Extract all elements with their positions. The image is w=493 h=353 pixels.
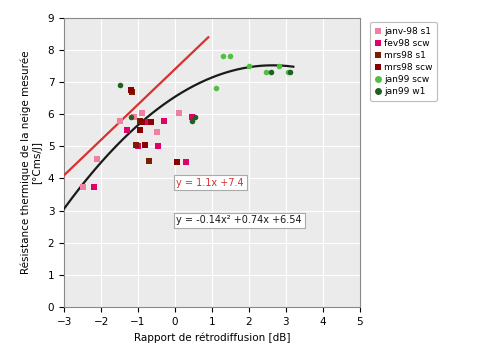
Point [147, 119, 155, 125]
Point [245, 63, 253, 69]
Point [275, 63, 282, 69]
Point [226, 53, 234, 59]
Point [188, 118, 196, 124]
Point [175, 110, 182, 115]
X-axis label: Rapport de rétrodiffusion [dB]: Rapport de rétrodiffusion [dB] [134, 333, 290, 343]
Point [286, 70, 294, 75]
Point [138, 119, 146, 125]
Point [191, 114, 199, 120]
Point [160, 118, 168, 124]
Point [136, 118, 144, 124]
Point [127, 87, 135, 93]
Point [219, 53, 227, 59]
Point [138, 110, 146, 115]
Point [152, 129, 160, 134]
Text: y = 1.1x +7.4: y = 1.1x +7.4 [176, 178, 244, 187]
Point [262, 70, 270, 75]
Point [129, 89, 137, 95]
Point [115, 82, 123, 88]
Point [173, 160, 181, 165]
Point [212, 85, 220, 91]
Point [182, 160, 190, 165]
Point [141, 142, 149, 148]
Point [127, 114, 135, 120]
Point [115, 118, 123, 124]
Point [154, 143, 162, 149]
Legend: janv-98 s1, fev98 scw, mrs98 s1, mrs98 scw, jan99 scw, jan99 w1: janv-98 s1, fev98 scw, mrs98 s1, mrs98 s… [370, 22, 437, 101]
Y-axis label: Résistance thermique de la neige mesurée
[°Cms/J]: Résistance thermique de la neige mesurée… [20, 50, 42, 274]
Point [93, 156, 102, 162]
Point [188, 114, 196, 120]
Point [130, 114, 138, 120]
Point [267, 70, 275, 75]
Point [141, 119, 149, 125]
Point [134, 143, 142, 149]
Point [284, 70, 292, 75]
Point [123, 127, 131, 133]
Point [79, 184, 87, 189]
Point [90, 184, 98, 189]
Text: y = -0.14x² +0.74x +6.54: y = -0.14x² +0.74x +6.54 [176, 215, 302, 225]
Point [145, 158, 153, 163]
Point [132, 142, 140, 148]
Point [136, 127, 144, 133]
